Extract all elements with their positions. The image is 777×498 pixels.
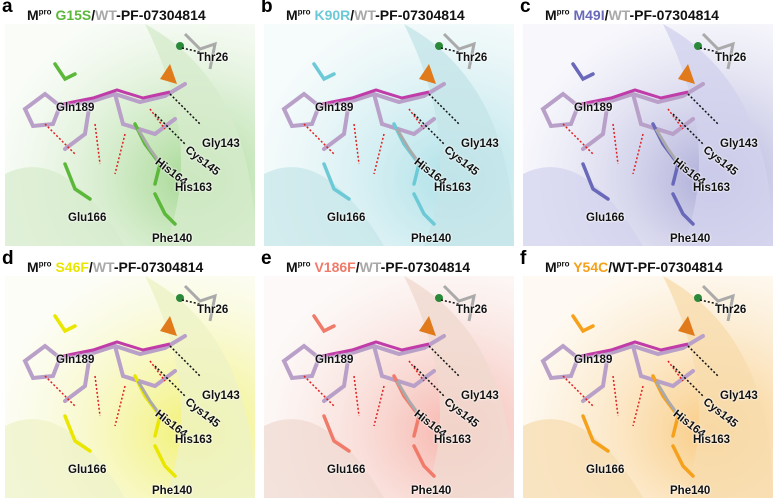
residue-label-thr26: Thr26 bbox=[715, 304, 747, 316]
wt-label: WT bbox=[92, 259, 114, 275]
residue-label-gly143: Gly143 bbox=[720, 138, 758, 150]
panel-c: c Mpro M49I/WT-PF-07304814 bbox=[518, 0, 777, 249]
wt-label: WT bbox=[354, 7, 376, 23]
residue-label-gly143: Gly143 bbox=[461, 390, 499, 402]
residue-label-thr26: Thr26 bbox=[456, 304, 488, 316]
residue-label-his163: His163 bbox=[175, 434, 213, 446]
residue-label-thr26: Thr26 bbox=[456, 52, 488, 64]
residue-label-his163: His163 bbox=[693, 182, 731, 194]
protein-structure-y54c bbox=[523, 276, 773, 498]
residue-label-thr26: Thr26 bbox=[197, 52, 229, 64]
residue-label-gln189: Gln189 bbox=[315, 102, 354, 114]
residue-label-phe140: Phe140 bbox=[670, 233, 711, 245]
panel-title: Mpro M49I/WT-PF-07304814 bbox=[545, 7, 719, 23]
mutation-label: K90R bbox=[314, 7, 351, 23]
residue-label-gly143: Gly143 bbox=[461, 138, 499, 150]
residue-label-glu166: Glu166 bbox=[68, 212, 107, 224]
residue-label-phe140: Phe140 bbox=[152, 485, 193, 497]
panel-b: b Mpro K90R/WT-PF-07304814 bbox=[259, 0, 518, 249]
residue-label-glu166: Glu166 bbox=[68, 464, 107, 476]
mutation-label: M49I bbox=[573, 7, 605, 23]
residue-label-gly143: Gly143 bbox=[720, 390, 758, 402]
panel-letter: a bbox=[2, 0, 13, 17]
residue-label-gly143: Gly143 bbox=[202, 138, 240, 150]
protein-structure-k90r bbox=[264, 24, 514, 246]
panel-letter: e bbox=[261, 248, 272, 269]
panel-letter: b bbox=[261, 0, 273, 17]
mutation-label: Y54C bbox=[573, 259, 609, 275]
residue-label-gln189: Gln189 bbox=[574, 354, 613, 366]
protein-structure-s46f bbox=[5, 276, 255, 498]
residue-label-gln189: Gln189 bbox=[315, 354, 354, 366]
residue-label-phe140: Phe140 bbox=[670, 485, 711, 497]
residue-label-gln189: Gln189 bbox=[56, 354, 95, 366]
panel-letter: d bbox=[2, 248, 14, 269]
mutation-label: V186F bbox=[314, 259, 356, 275]
panel-f: f Mpro Y54C/WT-PF-07304814 bbox=[518, 248, 777, 498]
panel-e: e Mpro V186F/WT-PF-07304814 bbox=[259, 248, 518, 498]
wt-label: WT bbox=[95, 7, 117, 23]
protein-structure-m49i bbox=[523, 24, 773, 246]
residue-label-his163: His163 bbox=[434, 434, 472, 446]
panel-d: d Mpro S46F/WT-PF-07304814 bbox=[0, 248, 259, 498]
residue-label-glu166: Glu166 bbox=[586, 212, 625, 224]
panel-title: Mpro V186F/WT-PF-07304814 bbox=[286, 259, 471, 275]
wt-label: WT bbox=[608, 7, 630, 23]
panel-title: Mpro S46F/WT-PF-07304814 bbox=[27, 259, 204, 275]
mutation-label: G15S bbox=[55, 7, 92, 23]
residue-label-gln189: Gln189 bbox=[574, 102, 613, 114]
wt-label: WT bbox=[612, 259, 634, 275]
residue-label-his163: His163 bbox=[434, 182, 472, 194]
residue-label-phe140: Phe140 bbox=[411, 485, 452, 497]
panel-letter: c bbox=[520, 0, 531, 17]
residue-label-gln189: Gln189 bbox=[56, 102, 95, 114]
panel-a: a Mpro G15S/WT-PF-07304814 bbox=[0, 0, 259, 249]
mutation-label: S46F bbox=[55, 259, 89, 275]
residue-label-his163: His163 bbox=[175, 182, 213, 194]
residue-label-his163: His163 bbox=[693, 434, 731, 446]
residue-label-phe140: Phe140 bbox=[152, 233, 193, 245]
residue-label-glu166: Glu166 bbox=[327, 464, 366, 476]
panel-title: Mpro Y54C/WT-PF-07304814 bbox=[545, 259, 723, 275]
residue-label-thr26: Thr26 bbox=[715, 52, 747, 64]
panel-title: Mpro K90R/WT-PF-07304814 bbox=[286, 7, 465, 23]
wt-label: WT bbox=[359, 259, 381, 275]
protein-structure-v186f bbox=[264, 276, 514, 498]
panel-title: Mpro G15S/WT-PF-07304814 bbox=[27, 7, 206, 23]
residue-label-glu166: Glu166 bbox=[327, 212, 366, 224]
residue-label-phe140: Phe140 bbox=[411, 233, 452, 245]
protein-structure-g15s bbox=[5, 24, 255, 246]
residue-label-glu166: Glu166 bbox=[586, 464, 625, 476]
panel-letter: f bbox=[520, 248, 527, 269]
residue-label-gly143: Gly143 bbox=[202, 390, 240, 402]
residue-label-thr26: Thr26 bbox=[197, 304, 229, 316]
